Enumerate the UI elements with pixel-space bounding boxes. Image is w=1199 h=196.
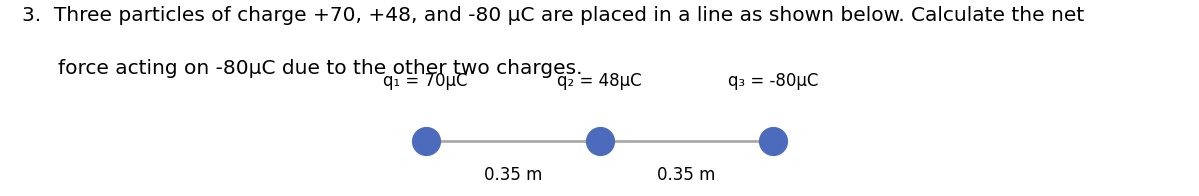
Text: q₃ = -80μC: q₃ = -80μC xyxy=(728,72,819,90)
Text: q₂ = 48μC: q₂ = 48μC xyxy=(558,72,641,90)
Text: q₁ = 70μC: q₁ = 70μC xyxy=(384,72,468,90)
Text: 0.35 m: 0.35 m xyxy=(657,166,715,184)
Text: 0.35 m: 0.35 m xyxy=(484,166,542,184)
Text: 3.  Three particles of charge +70, +48, and -80 μC are placed in a line as shown: 3. Three particles of charge +70, +48, a… xyxy=(22,6,1084,25)
Text: force acting on -80μC due to the other two charges.: force acting on -80μC due to the other t… xyxy=(58,59,582,78)
